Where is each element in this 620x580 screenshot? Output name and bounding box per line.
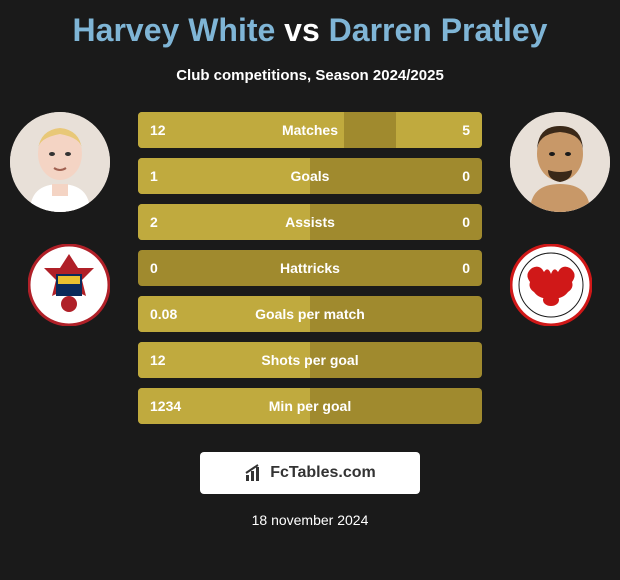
stat-label: Min per goal (138, 398, 482, 414)
comparison-content: 12Matches51Goals02Assists00Hattricks00.0… (0, 112, 620, 432)
player2-name: Darren Pratley (329, 12, 548, 48)
player1-avatar (10, 112, 110, 212)
stats-container: 12Matches51Goals02Assists00Hattricks00.0… (138, 112, 482, 434)
stat-label: Hattricks (138, 260, 482, 276)
stat-row: 1234Min per goal (138, 388, 482, 424)
stat-row: 2Assists0 (138, 204, 482, 240)
stat-value-right: 5 (462, 122, 470, 138)
stat-value-right: 0 (462, 168, 470, 184)
brand-logo: FcTables.com (200, 452, 420, 494)
stat-row: 1Goals0 (138, 158, 482, 194)
player1-name: Harvey White (73, 12, 276, 48)
stat-label: Shots per goal (138, 352, 482, 368)
stat-label: Assists (138, 214, 482, 230)
comparison-title: Harvey White vs Darren Pratley (0, 0, 620, 49)
player2-club-badge (510, 244, 592, 326)
subtitle: Club competitions, Season 2024/2025 (0, 67, 620, 84)
player2-avatar (510, 112, 610, 212)
stat-row: 12Shots per goal (138, 342, 482, 378)
stat-value-right: 0 (462, 260, 470, 276)
date-text: 18 november 2024 (0, 512, 620, 528)
brand-text: FcTables.com (270, 464, 376, 482)
stat-label: Matches (138, 122, 482, 138)
stat-value-right: 0 (462, 214, 470, 230)
stat-label: Goals per match (138, 306, 482, 322)
stat-label: Goals (138, 168, 482, 184)
stat-row: 0Hattricks0 (138, 250, 482, 286)
stat-row: 0.08Goals per match (138, 296, 482, 332)
chart-icon (244, 463, 264, 483)
vs-text: vs (284, 12, 320, 48)
stat-row: 12Matches5 (138, 112, 482, 148)
player1-club-badge (28, 244, 110, 326)
